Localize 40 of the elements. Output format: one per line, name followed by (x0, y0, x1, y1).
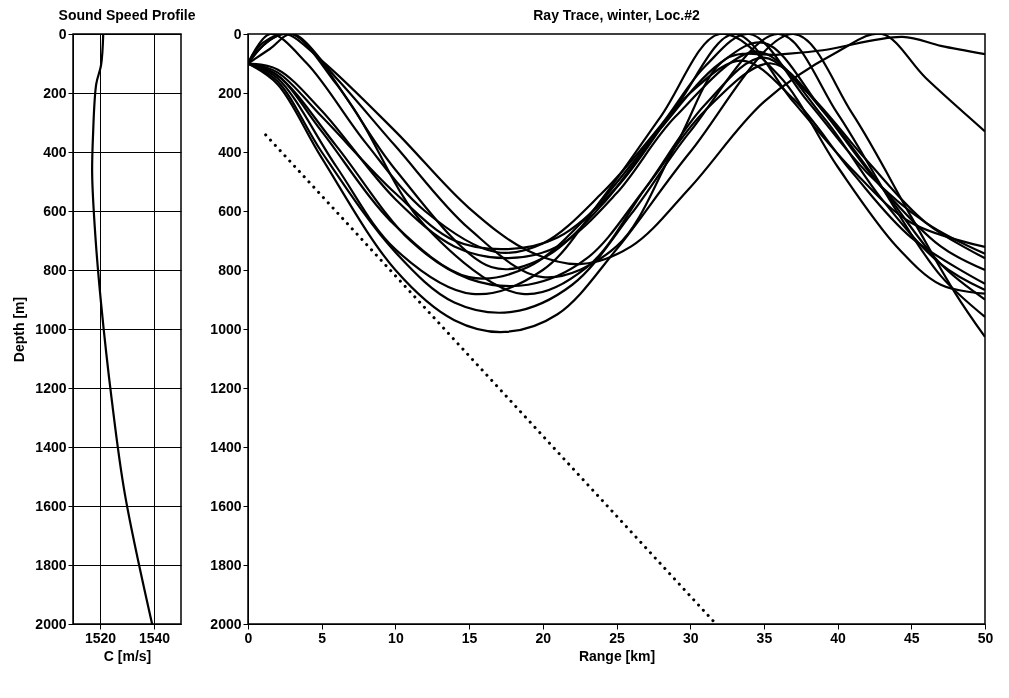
x-tick-label: 0 (244, 629, 253, 646)
y-tick-label: 1000 (210, 320, 242, 337)
chart-title: Ray Trace, winter, Loc.#2 (533, 7, 700, 23)
y-tick-label: 400 (218, 143, 242, 160)
y-tick-label: 2000 (35, 615, 67, 632)
x-tick-label: 10 (388, 629, 404, 646)
y-tick-label: 400 (43, 143, 67, 160)
y-tick-label: 1600 (35, 497, 67, 514)
y-tick-label: 200 (43, 84, 67, 101)
y-tick-label: 600 (43, 202, 67, 219)
y-tick-label: 1600 (210, 497, 242, 514)
x-tick-label: 30 (682, 629, 699, 646)
y-tick-label: 800 (218, 261, 242, 278)
x-axis-title: Range [km] (578, 647, 656, 664)
y-tick-label: 1400 (210, 438, 242, 455)
x-tick-label: 35 (756, 629, 773, 646)
x-tick-label: 20 (535, 629, 552, 646)
y-tick-label: 200 (218, 84, 242, 101)
y-tick-label: 600 (218, 202, 242, 219)
y-tick-label: 1000 (35, 320, 67, 337)
x-tick-label: 45 (904, 629, 920, 646)
x-tick-label: 15 (461, 629, 478, 646)
x-tick-label: 1540 (138, 629, 171, 646)
y-tick-label: 1200 (210, 379, 242, 396)
x-axis-title: C [m/s] (103, 647, 152, 664)
y-tick-label: 2000 (210, 615, 242, 632)
x-tick-label: 1520 (84, 629, 117, 646)
y-tick-label: 0 (233, 25, 242, 42)
y-tick-label: 0 (58, 25, 67, 42)
x-tick-label: 50 (977, 629, 994, 646)
y-tick-label: 1400 (35, 438, 67, 455)
y-tick-label: 1200 (35, 379, 67, 396)
y-axis-title: Depth [m] (11, 296, 28, 363)
x-tick-label: 25 (609, 629, 625, 646)
x-tick-label: 40 (830, 629, 847, 646)
y-tick-label: 1800 (210, 556, 242, 573)
y-tick-label: 800 (43, 261, 67, 278)
y-tick-label: 1800 (35, 556, 67, 573)
x-tick-label: 5 (318, 629, 327, 646)
chart-title: Sound Speed Profile (58, 7, 196, 23)
